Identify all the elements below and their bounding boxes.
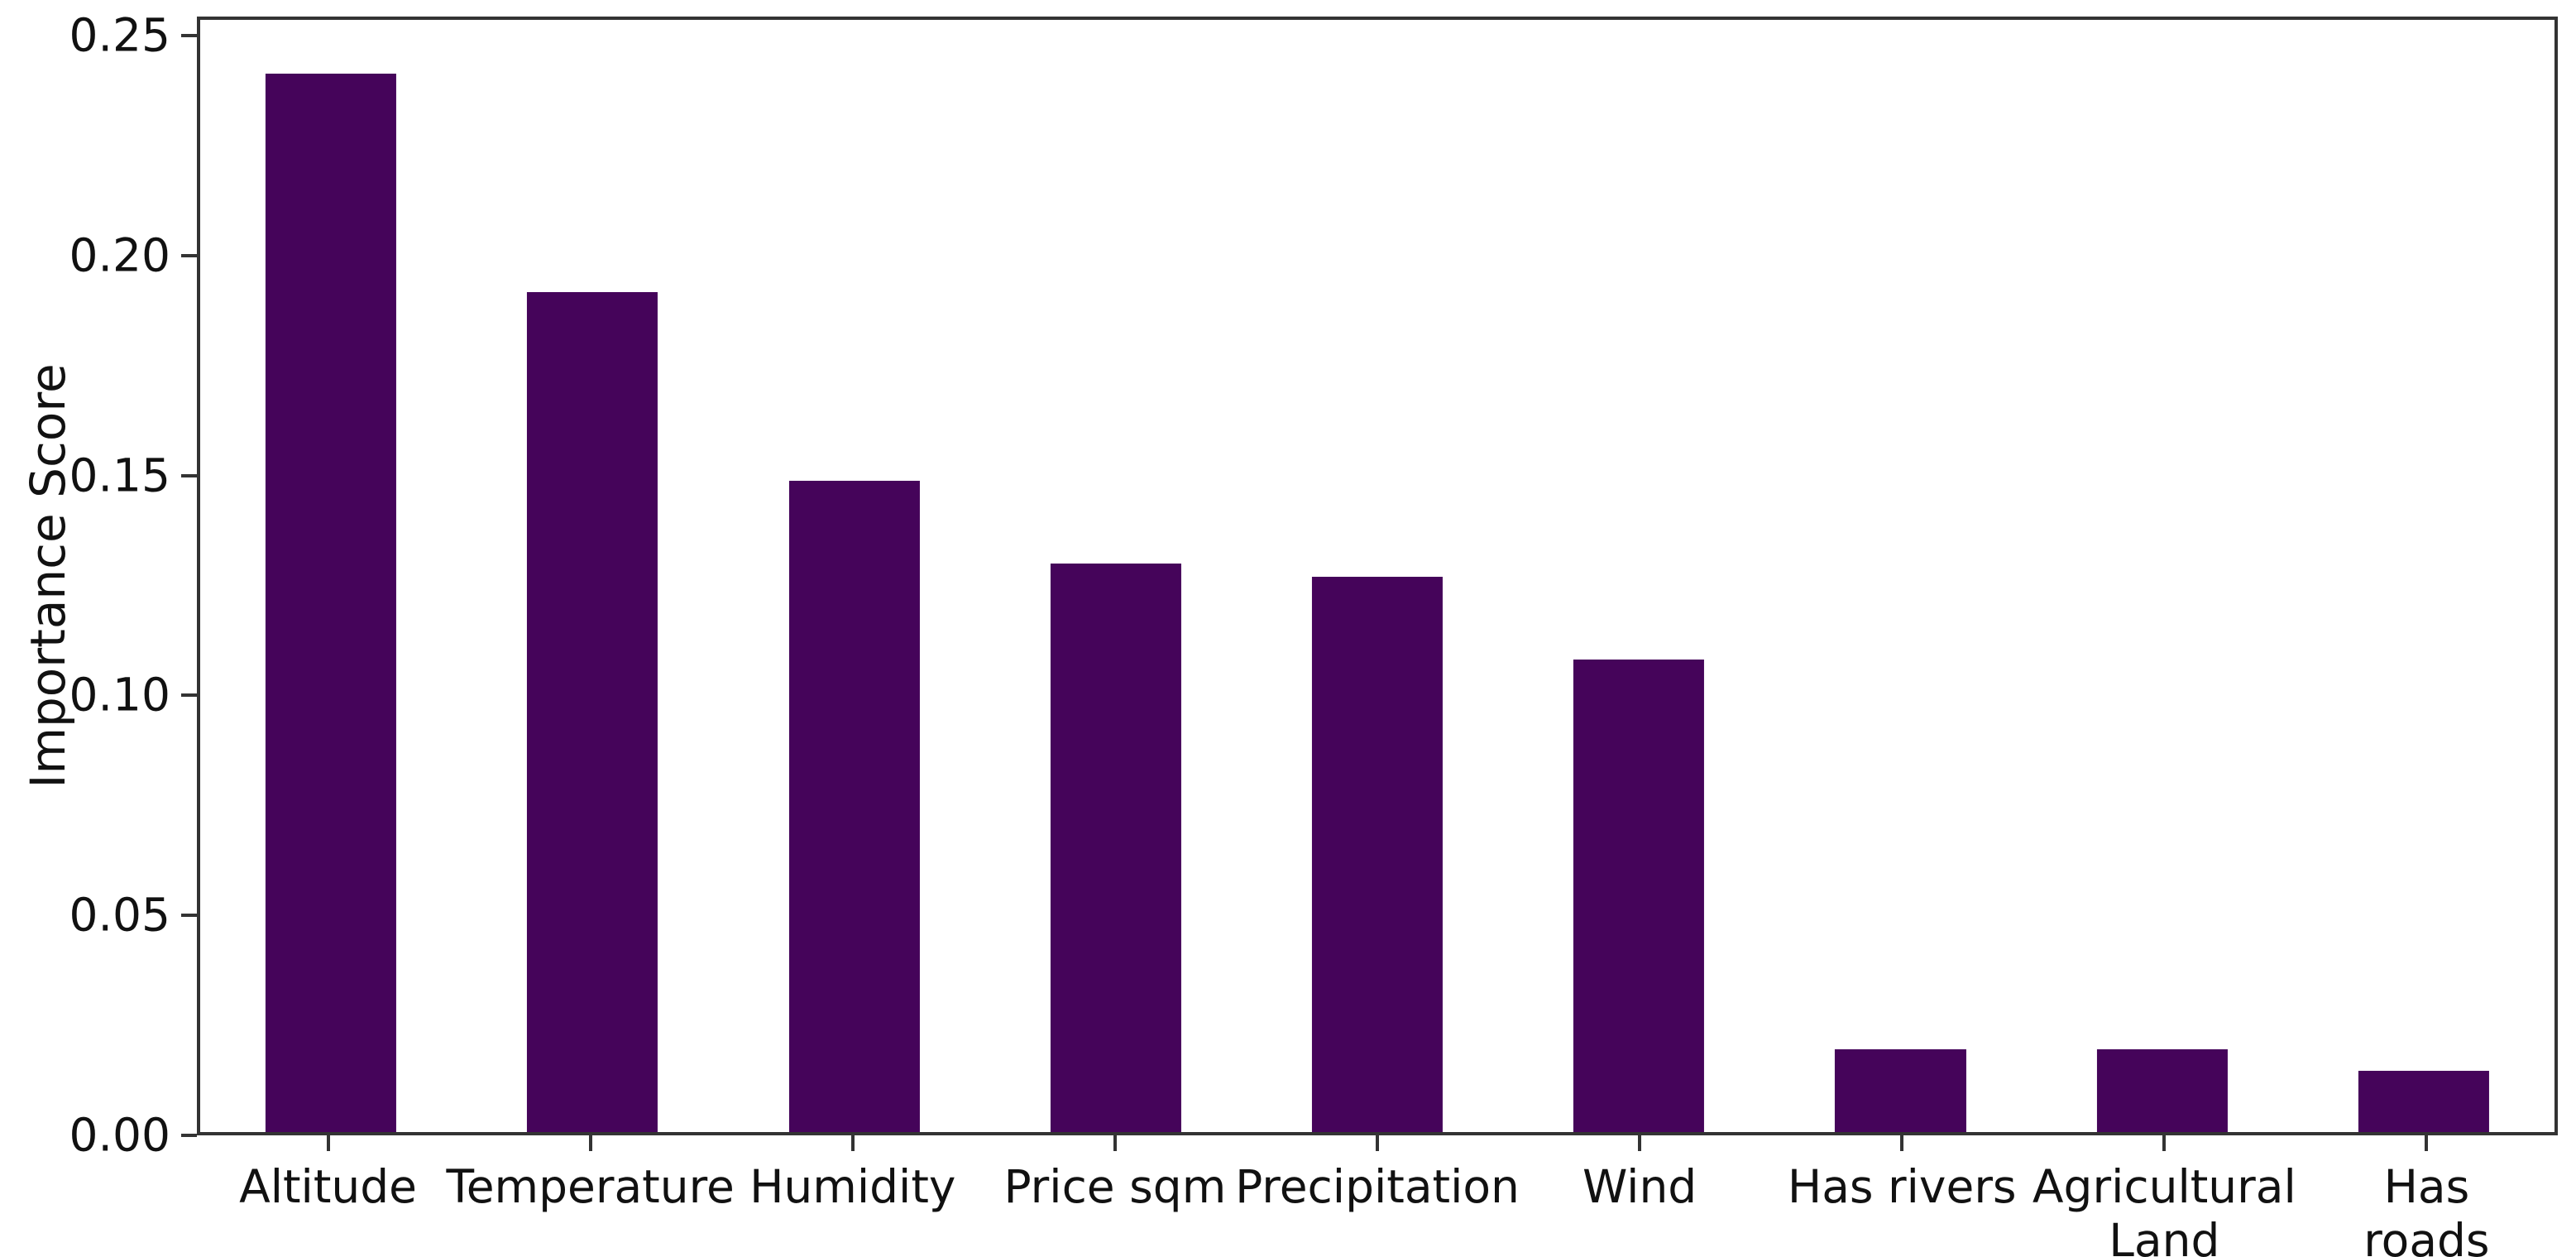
x-tick-label-humidity: Humidity: [749, 1160, 956, 1213]
x-tick-label-price-sqm: Price sqm: [1003, 1160, 1227, 1213]
y-tick-label: 0.00: [69, 1108, 170, 1162]
x-tick-mark: [1900, 1135, 1904, 1151]
y-tick-mark: [181, 693, 197, 698]
x-tick-mark: [588, 1135, 592, 1151]
plot-area: [197, 17, 2558, 1135]
x-tick-mark: [850, 1135, 855, 1151]
y-tick-mark: [181, 914, 197, 918]
bar-precipitation: [1311, 576, 1444, 1132]
y-tick-mark: [181, 473, 197, 477]
bar-price-sqm: [1050, 563, 1181, 1132]
x-tick-label-has-rivers: Has rivers: [1787, 1160, 2017, 1213]
bar-has-roads: [2358, 1071, 2489, 1132]
x-tick-mark: [1638, 1135, 1642, 1151]
y-axis-title: Importance Score: [20, 363, 76, 789]
x-tick-label-temperature: Temperature: [446, 1160, 735, 1213]
bar-agricultural-land: [2096, 1048, 2228, 1132]
x-tick-label-has-roads: Has roads: [2363, 1160, 2490, 1257]
x-tick-label-altitude: Altitude: [239, 1160, 418, 1213]
bar-wind: [1573, 660, 1705, 1132]
x-tick-mark: [1113, 1135, 1117, 1151]
x-tick-label-wind: Wind: [1582, 1160, 1697, 1213]
x-tick-mark: [326, 1135, 330, 1151]
y-tick-mark: [181, 1134, 197, 1137]
x-tick-label-agricultural-land: Agricultural Land: [2032, 1160, 2296, 1257]
bar-has-rivers: [1835, 1048, 1966, 1132]
x-tick-mark: [2162, 1135, 2167, 1151]
y-tick-mark: [181, 33, 197, 37]
x-tick-mark: [1376, 1135, 1379, 1151]
y-tick-label: 0.25: [69, 8, 170, 62]
bar-humidity: [788, 480, 920, 1132]
bar-temperature: [527, 292, 658, 1132]
y-tick-label: 0.10: [69, 668, 170, 722]
y-tick-label: 0.05: [69, 888, 170, 942]
bar-altitude: [266, 74, 397, 1132]
y-tick-mark: [181, 253, 197, 257]
y-tick-label: 0.20: [69, 228, 170, 282]
x-tick-mark: [2425, 1135, 2429, 1151]
y-tick-label: 0.15: [69, 449, 170, 502]
x-tick-label-precipitation: Precipitation: [1235, 1160, 1520, 1213]
